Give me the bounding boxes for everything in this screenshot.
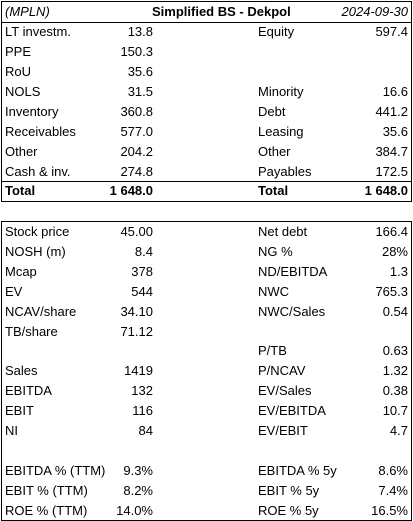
value: 274.8 — [120, 164, 153, 179]
label: NG % — [258, 243, 293, 259]
value: 0.63 — [382, 343, 408, 359]
label: EBIT % 5y — [258, 482, 320, 498]
value: 544 — [131, 283, 153, 299]
label: EBIT % (TTM) — [5, 482, 88, 498]
value: 16.5% — [371, 502, 408, 518]
label: EV/Sales — [258, 383, 312, 399]
metrics: Stock price 45.00 Net debt 166.4 NOSH (m) 8.4… — [1, 221, 412, 521]
label: Payables — [258, 164, 312, 179]
balance-sheet: (MPLN) Simplified BS - Dekpol 2024-09-30… — [1, 1, 412, 202]
value: 31.5 — [127, 84, 153, 99]
value: 16.6 — [382, 84, 408, 99]
label: ROE % 5y — [258, 502, 319, 518]
value: 1.3 — [389, 263, 408, 279]
label: EV/EBITDA — [258, 403, 326, 419]
label: Total — [258, 183, 289, 198]
label: Mcap — [5, 263, 37, 279]
value: 8.6% — [378, 462, 408, 478]
date: 2024-09-30 — [341, 4, 409, 19]
label: EBIT — [5, 403, 34, 419]
value: 1419 — [124, 363, 153, 379]
label: Stock price — [5, 224, 70, 239]
value: 765.3 — [375, 283, 408, 299]
value: 0.54 — [382, 303, 408, 319]
label: Total — [5, 183, 36, 198]
value: 35.6 — [127, 64, 153, 79]
label: Receivables — [5, 124, 76, 139]
label: Inventory — [5, 104, 59, 119]
value: 4.7 — [389, 423, 408, 438]
value: 13.8 — [127, 24, 153, 39]
label: Other — [5, 144, 38, 159]
value: 71.12 — [120, 323, 153, 339]
label: LT investm. — [5, 24, 71, 39]
label: EV — [5, 283, 23, 299]
value: 378 — [131, 263, 153, 279]
value: 7.4% — [378, 482, 408, 498]
value: 1 648.0 — [364, 183, 408, 198]
value: 84 — [138, 423, 153, 438]
value: 1.32 — [382, 363, 408, 379]
divider — [2, 22, 411, 23]
value: 35.6 — [382, 124, 408, 139]
label: EV/EBIT — [258, 423, 308, 438]
value: 34.10 — [120, 303, 153, 319]
value: 8.4 — [134, 243, 153, 259]
label: ND/EBITDA — [258, 263, 328, 279]
value: 1 648.0 — [109, 183, 153, 198]
label: Sales — [5, 363, 38, 379]
ticker: (MPLN) — [5, 4, 50, 19]
label: TB/share — [5, 323, 58, 339]
label: NI — [5, 423, 18, 438]
value: 204.2 — [120, 144, 153, 159]
value: 45.00 — [120, 224, 153, 239]
value: 166.4 — [375, 224, 408, 239]
value: 10.7 — [382, 403, 408, 419]
value: 597.4 — [375, 24, 408, 39]
value: 441.2 — [375, 104, 408, 119]
label: NWC/Sales — [258, 303, 326, 319]
value: 116 — [132, 403, 153, 419]
label: NOLS — [5, 84, 41, 99]
value: 132 — [131, 383, 153, 399]
label: RoU — [5, 64, 32, 79]
label: Cash & inv. — [5, 164, 71, 179]
label: NOSH (m) — [5, 243, 66, 259]
label: NWC — [258, 283, 290, 299]
value: 172.5 — [375, 164, 408, 179]
value: 9.3% — [123, 462, 153, 478]
label: Other — [258, 144, 291, 159]
title: Simplified BS - Dekpol — [152, 4, 291, 19]
label: EBITDA — [5, 383, 52, 399]
value: 0.38 — [382, 383, 408, 399]
label: Equity — [258, 24, 295, 39]
label: Leasing — [258, 124, 304, 139]
value: 14.0% — [116, 502, 153, 518]
label: Debt — [258, 104, 286, 119]
label: Net debt — [258, 224, 308, 239]
label: PPE — [5, 44, 32, 59]
value: 28% — [381, 243, 408, 259]
label: ROE % (TTM) — [5, 502, 88, 518]
value: 384.7 — [375, 144, 408, 159]
label: EBITDA % (TTM) — [5, 462, 106, 478]
value: 8.2% — [123, 482, 153, 498]
value: 150.3 — [120, 44, 153, 59]
label: P/TB — [258, 343, 287, 359]
label: P/NCAV — [258, 363, 306, 379]
value: 360.8 — [120, 104, 153, 119]
divider — [2, 181, 411, 182]
label: EBITDA % 5y — [258, 462, 337, 478]
label: NCAV/share — [5, 303, 77, 319]
value: 577.0 — [120, 124, 153, 139]
label: Minority — [258, 84, 304, 99]
